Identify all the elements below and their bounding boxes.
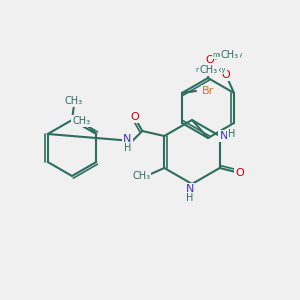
Text: H: H [228,129,236,139]
Text: H: H [186,193,194,203]
Text: CH₃: CH₃ [200,65,218,75]
Text: N: N [186,184,194,194]
Text: CH₃: CH₃ [221,50,239,60]
Text: O: O [206,55,214,65]
Text: O: O [130,112,139,122]
Text: N: N [220,131,228,141]
Text: CH₃: CH₃ [65,96,83,106]
Text: methoxy: methoxy [196,67,226,73]
Text: O: O [235,168,244,178]
Text: CH₃: CH₃ [132,171,150,181]
Text: N: N [123,134,131,144]
Text: methoxy: methoxy [213,52,243,58]
Text: O: O [222,70,230,80]
Text: Br: Br [202,86,214,96]
Text: CH₃: CH₃ [72,116,90,126]
Text: H: H [124,143,131,153]
